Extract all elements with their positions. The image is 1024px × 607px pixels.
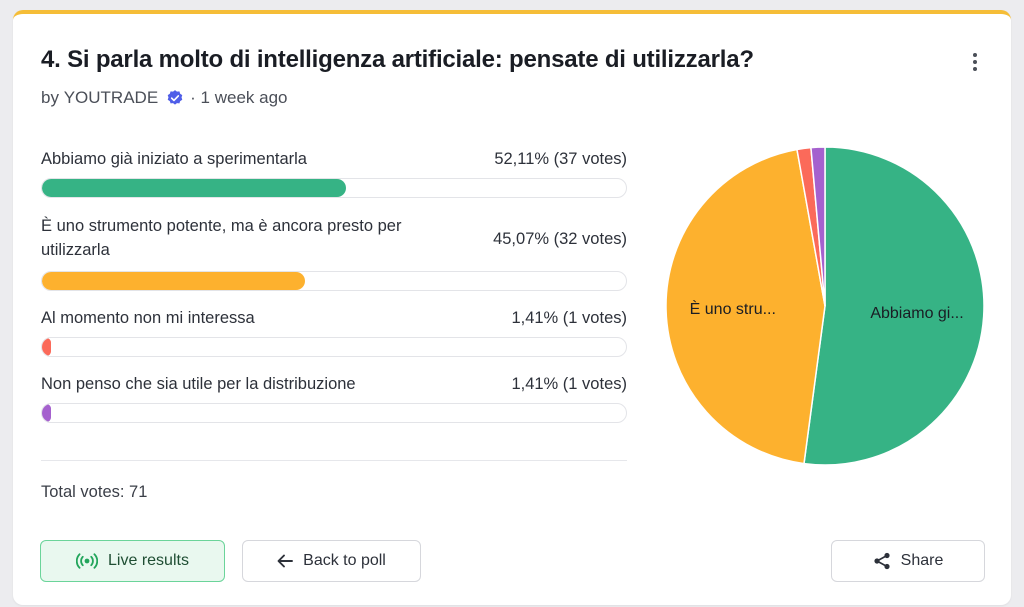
- results-pie-chart: Abbiamo gi... È uno stru...: [665, 146, 985, 466]
- option-bar-fill: [42, 179, 347, 197]
- option-bar-fill: [42, 338, 52, 356]
- total-votes: Total votes: 71: [41, 483, 148, 501]
- poll-title: 4. Si parla molto di intelligenza artifi…: [41, 46, 754, 73]
- arrow-left-icon: [277, 554, 294, 568]
- pie-slice-label: Abbiamo gi...: [870, 305, 963, 322]
- author-name[interactable]: YOUTRADE: [63, 88, 159, 107]
- option-percent: 52,11% (37 votes): [494, 150, 627, 168]
- live-results-label: Live results: [108, 552, 189, 569]
- poll-results-card: 4. Si parla molto di intelligenza artifi…: [13, 10, 1011, 605]
- option-bar-fill: [42, 272, 306, 290]
- option-percent: 45,07% (32 votes): [493, 230, 627, 248]
- share-icon: [873, 552, 891, 570]
- share-button[interactable]: Share: [831, 540, 985, 582]
- option-percent: 1,41% (1 votes): [511, 309, 627, 327]
- pie-slice[interactable]: [665, 148, 826, 465]
- option-bar-fill: [42, 404, 52, 422]
- broadcast-icon: [76, 553, 99, 569]
- verified-badge-icon: [167, 90, 183, 105]
- option-bar-track: [41, 337, 627, 357]
- option-label: Al momento non mi interessa: [41, 309, 255, 327]
- back-to-poll-label: Back to poll: [303, 552, 386, 569]
- pie-slice[interactable]: [810, 146, 826, 307]
- post-time: · 1 week ago: [190, 88, 288, 107]
- option-label: Abbiamo già iniziato a sperimentarla: [41, 150, 307, 168]
- share-label: Share: [900, 552, 944, 569]
- back-to-poll-button[interactable]: Back to poll: [242, 540, 421, 582]
- divider: [41, 460, 627, 461]
- kebab-menu-icon[interactable]: [963, 50, 987, 74]
- option-bar-track: [41, 271, 627, 291]
- option-percent: 1,41% (1 votes): [511, 375, 627, 393]
- option-label: Non penso che sia utile per la distribuz…: [41, 375, 356, 393]
- pie-slice[interactable]: [803, 146, 985, 466]
- option-label: È uno strumento potente, ma è ancora pre…: [41, 217, 402, 259]
- pie-slice-label: È uno stru...: [690, 299, 776, 318]
- live-results-button[interactable]: Live results: [40, 540, 225, 582]
- option-bar-track: [41, 403, 627, 423]
- poll-meta: by YOUTRADE · 1 week ago: [41, 88, 292, 108]
- option-bar-track: [41, 178, 627, 198]
- author-prefix: by: [41, 88, 59, 107]
